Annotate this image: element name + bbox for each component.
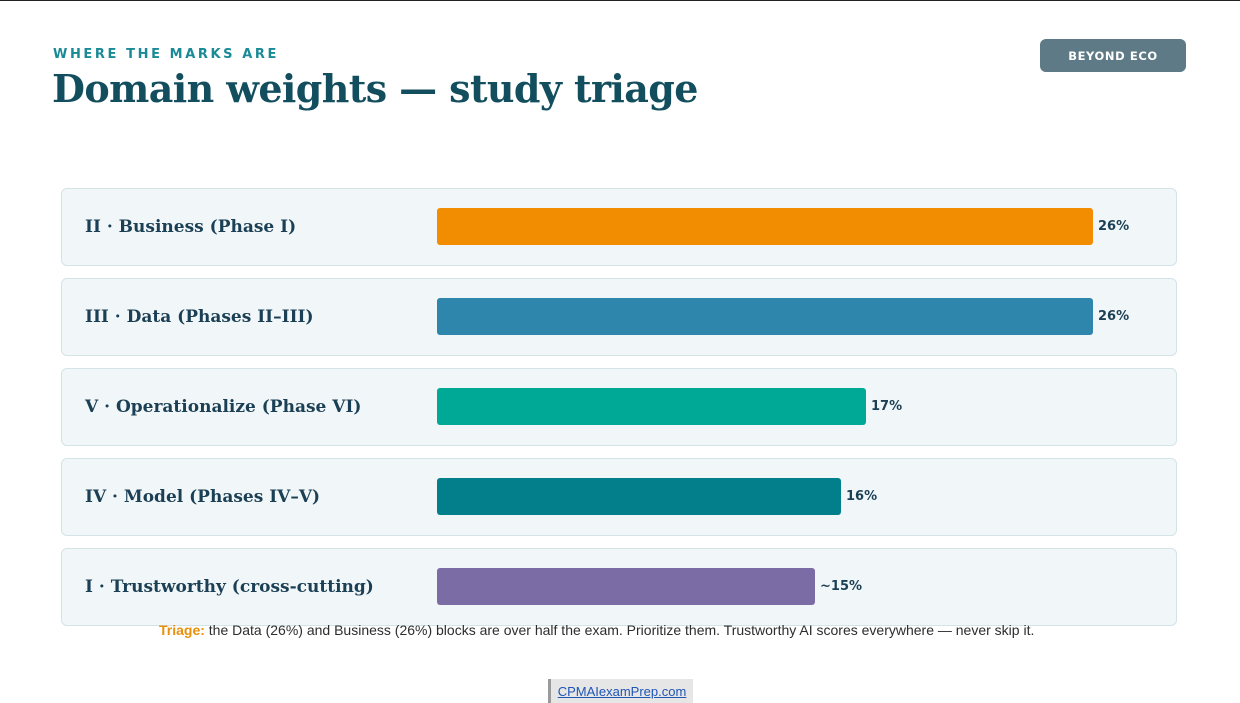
triage-note: Triage: the Data (26%) and Business (26%… — [159, 622, 1034, 638]
category-label: IV · Model (Phases IV–V) — [85, 487, 321, 507]
category-label: I · Trustworthy (cross-cutting) — [85, 577, 374, 597]
bar-value-label: 17% — [871, 399, 903, 414]
category-label: III · Data (Phases II–III) — [85, 307, 314, 327]
bar-value-label: ~15% — [820, 579, 863, 594]
chart-row: V · Operationalize (Phase VI) 17% — [61, 368, 1177, 446]
bar-value-label: 26% — [1098, 309, 1130, 324]
chart-row: I · Trustworthy (cross-cutting) ~15% — [61, 548, 1177, 626]
bar — [437, 298, 1093, 335]
category-label: II · Business (Phase I) — [85, 217, 297, 237]
category-label: V · Operationalize (Phase VI) — [85, 397, 362, 417]
bar — [437, 568, 815, 605]
bar-value-label: 16% — [846, 489, 878, 504]
bar-value-label: 26% — [1098, 219, 1130, 234]
chart-row: II · Business (Phase I) 26% — [61, 188, 1177, 266]
section-eyebrow: WHERE THE MARKS ARE — [53, 47, 279, 62]
top-rule — [0, 0, 1240, 1]
slide-title: Domain weights — study triage — [52, 66, 698, 111]
triage-note-text: the Data (26%) and Business (26%) blocks… — [204, 622, 1035, 638]
bar — [437, 388, 866, 425]
beyond-eco-badge: BEYOND ECO — [1040, 39, 1186, 72]
chart-row: IV · Model (Phases IV–V) 16% — [61, 458, 1177, 536]
bar — [437, 478, 841, 515]
chart-row: III · Data (Phases II–III) 26% — [61, 278, 1177, 356]
footer-website-link[interactable]: CPMAIexamPrep.com — [548, 679, 693, 703]
bar — [437, 208, 1093, 245]
triage-note-lead: Triage: — [159, 622, 205, 638]
